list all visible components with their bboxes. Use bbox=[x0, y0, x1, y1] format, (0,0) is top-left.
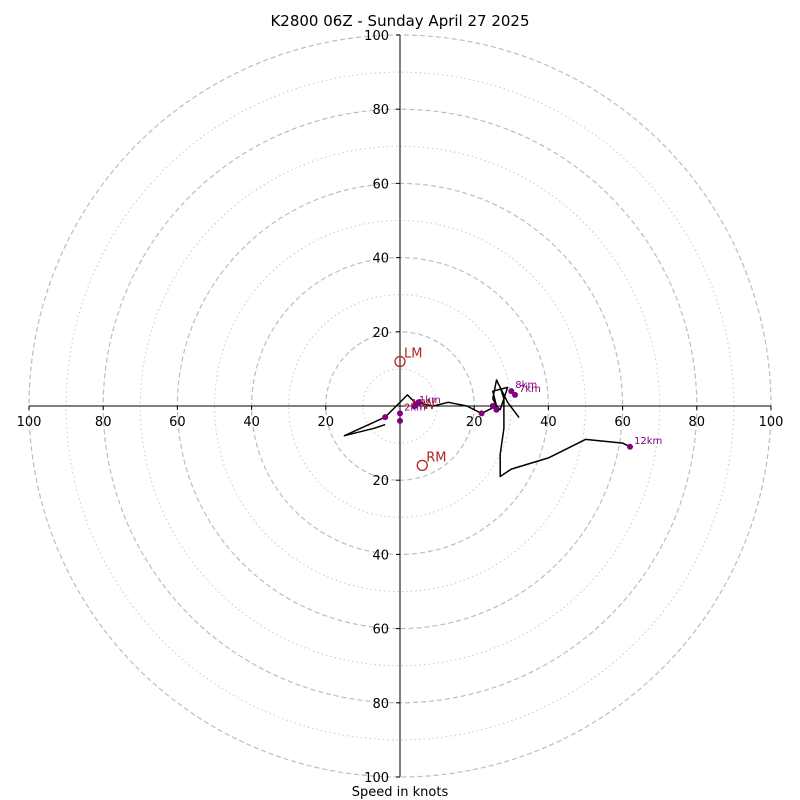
storm-motion-markers: LM RM bbox=[394, 346, 447, 472]
height-marker-8 bbox=[508, 388, 515, 395]
hodograph-line bbox=[343, 379, 631, 478]
storm-motion-label-rm: RM bbox=[426, 450, 446, 465]
tick-label-bottom-100: 100 bbox=[364, 771, 389, 786]
height-marker-3 bbox=[411, 403, 418, 409]
height-label-1km: 1km bbox=[419, 395, 441, 406]
height-marker-2 bbox=[397, 410, 403, 417]
tick-label-top-100: 100 bbox=[364, 29, 389, 44]
storm-motion-lm bbox=[394, 355, 406, 368]
tick-label-left-80: 80 bbox=[95, 415, 112, 430]
tick-label-bottom-40: 40 bbox=[372, 548, 389, 563]
tick-label-left-20: 20 bbox=[318, 415, 335, 430]
height-marker-0 bbox=[382, 414, 389, 421]
height-marker-7 bbox=[493, 406, 500, 413]
tick-label-bottom-20: 20 bbox=[372, 474, 389, 489]
tick-label-bottom-80: 80 bbox=[372, 697, 389, 712]
tick-label-left-60: 60 bbox=[169, 415, 186, 430]
height-label-12km: 12km bbox=[634, 436, 662, 447]
tick-label-top-40: 40 bbox=[372, 252, 389, 267]
tick-label-left-100: 100 bbox=[17, 415, 42, 430]
height-marker-10 bbox=[627, 443, 634, 450]
hodograph-trace: MW bbox=[343, 379, 631, 478]
tick-label-top-60: 60 bbox=[372, 177, 389, 192]
tick-label-right-80: 80 bbox=[689, 415, 706, 430]
tick-label-right-20: 20 bbox=[466, 415, 483, 430]
height-marker-9 bbox=[512, 391, 519, 398]
tick-label-bottom-60: 60 bbox=[372, 623, 389, 638]
height-markers: 2km1km8km7km12km bbox=[382, 380, 662, 450]
tick-label-top-80: 80 bbox=[372, 103, 389, 118]
axes bbox=[28, 34, 772, 778]
height-label-8km: 8km bbox=[515, 380, 537, 391]
x-axis-label: Speed in knots bbox=[352, 785, 449, 800]
tick-label-right-100: 100 bbox=[759, 415, 784, 430]
tick-labels: 20 20 20 20 40 40 40 40 60 60 60 60 80 80 80 80 100 100 10… bbox=[17, 29, 784, 786]
tick-label-top-20: 20 bbox=[372, 326, 389, 341]
height-marker-1 bbox=[397, 417, 403, 424]
height-marker-6 bbox=[489, 403, 496, 409]
chart-title: K2800 06Z - Sunday April 27 2025 bbox=[270, 12, 529, 30]
tick-label-right-60: 60 bbox=[614, 415, 631, 430]
height-label-7km: 7km bbox=[519, 384, 541, 395]
tick-label-left-40: 40 bbox=[243, 415, 260, 430]
tick-label-right-40: 40 bbox=[540, 415, 557, 430]
height-marker-4 bbox=[415, 399, 422, 406]
storm-motion-rm bbox=[416, 459, 428, 472]
storm-motion-label-lm: LM bbox=[404, 346, 422, 361]
height-marker-5 bbox=[478, 410, 485, 417]
